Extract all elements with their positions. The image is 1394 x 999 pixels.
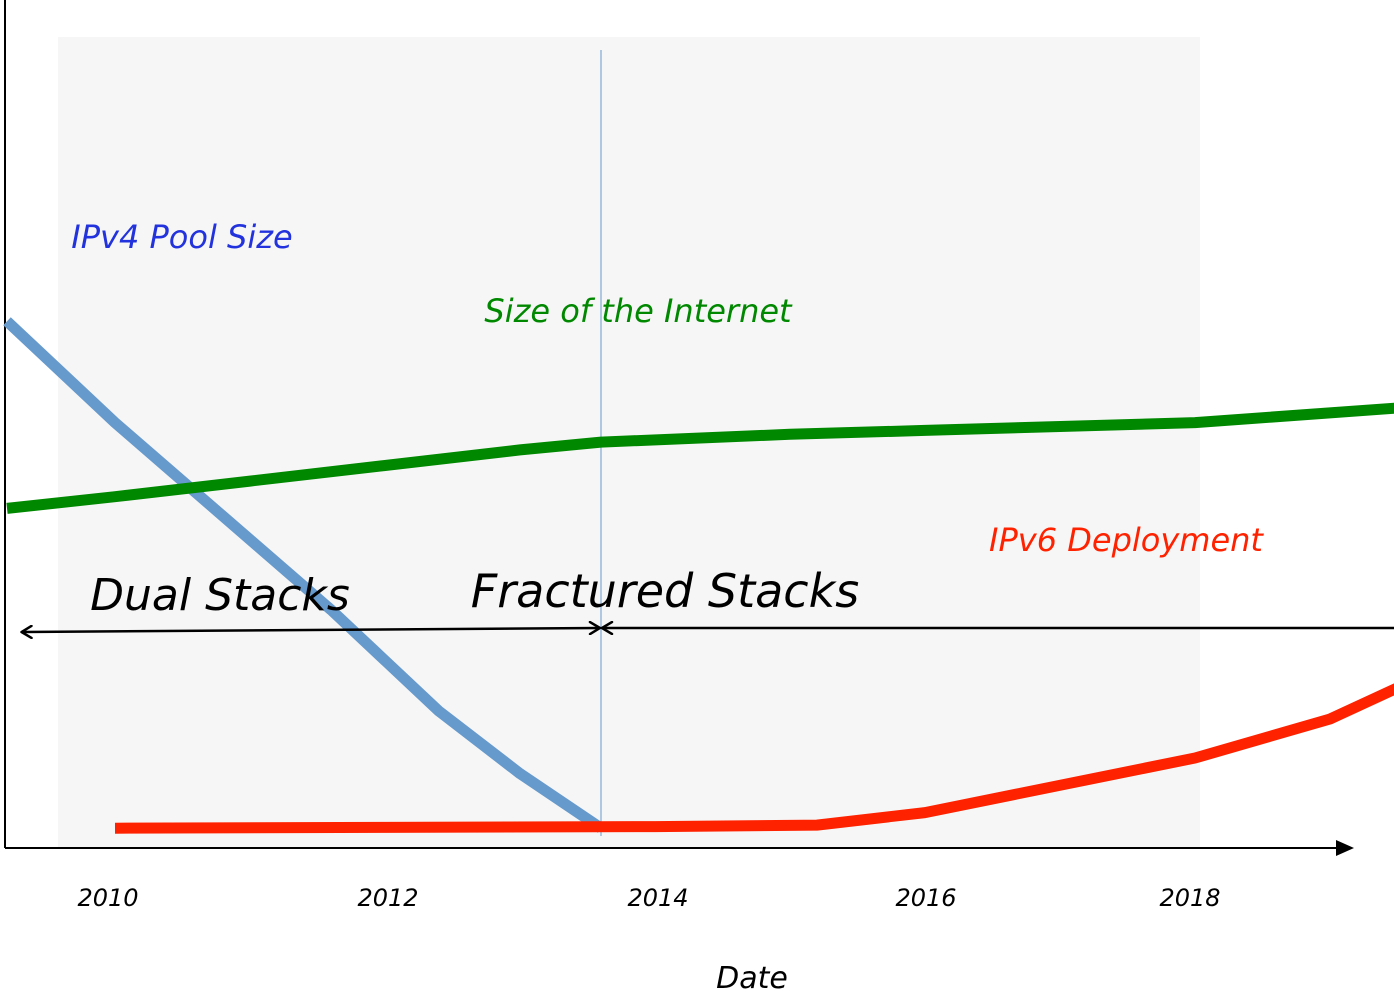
series-label-size-of-the-internet: Size of the Internet (484, 292, 793, 330)
x-tick-label-2016: 2016 (895, 884, 956, 912)
x-axis-label: Date (716, 961, 788, 996)
tick-layer: 2010 2012 2014 2016 2018 (77, 884, 1220, 912)
x-axis-arrowhead (1336, 840, 1354, 856)
series-line-size-of-the-internet (6, 402, 1394, 514)
x-tick-label-2010: 2010 (77, 884, 138, 912)
series-layer (3, 317, 1394, 834)
series-label-ipv6-deployment: IPv6 Deployment (989, 521, 1264, 559)
x-tick-label-2014: 2014 (627, 884, 688, 912)
phase-label-dual-stacks: Dual Stacks (90, 570, 350, 621)
series-line-ipv6-deployment (114, 683, 1394, 834)
phase-arrow-dual-stacks (23, 628, 600, 632)
x-tick-label-2012: 2012 (357, 884, 418, 912)
series-label-ipv4-pool-size: IPv4 Pool Size (71, 218, 292, 256)
x-tick-label-2018: 2018 (1159, 884, 1220, 912)
phase-label-fractured-stacks: Fractured Stacks (471, 564, 859, 618)
label-layer: IPv4 Pool Size Size of the Internet IPv6 D… (71, 218, 1264, 559)
series-line-ipv4-pool-size (3, 317, 605, 833)
phase-layer: Dual Stacks Fractured Stacks (23, 564, 1394, 632)
